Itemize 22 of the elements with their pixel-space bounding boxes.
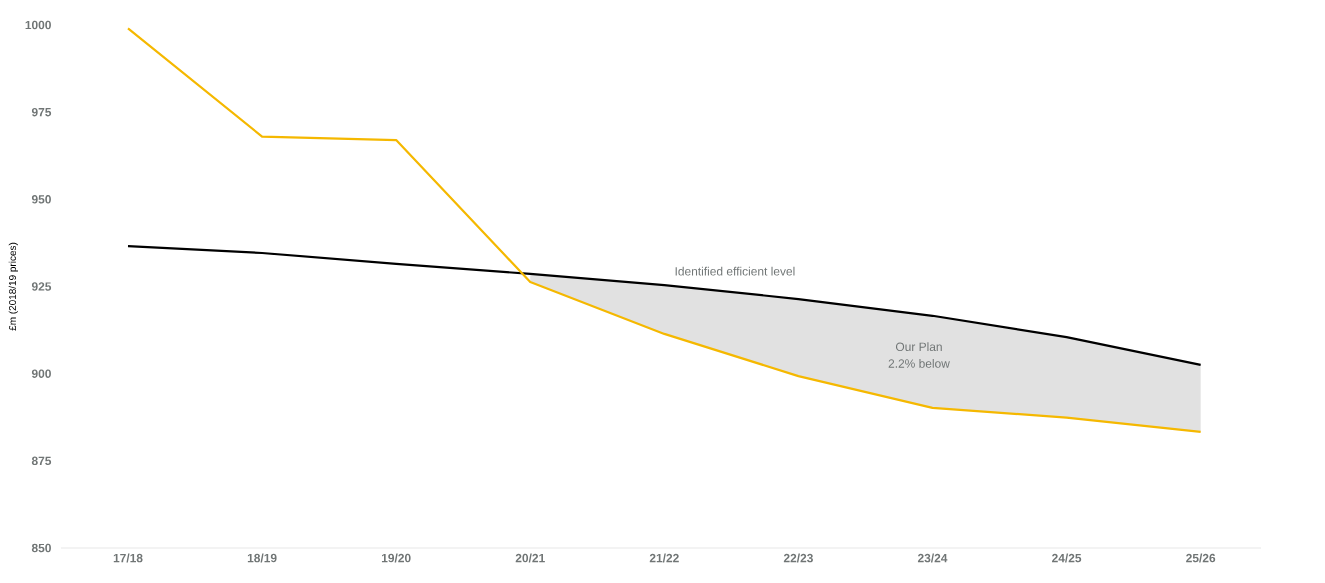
y-tick-label: 900 [31, 369, 51, 378]
annotation: Our Plan [895, 342, 942, 352]
series-label: Identified efficient level [675, 266, 795, 276]
x-tick-label: 22/23 [783, 553, 813, 563]
y-axis-title: £m (2018/19 prices) [8, 242, 18, 331]
line-series [126, 27, 1202, 433]
annotation: 2.2% below [888, 359, 950, 368]
x-tick-label: 18/19 [247, 553, 277, 563]
x-tick-label: 23/24 [917, 553, 948, 563]
y-tick-label: 875 [31, 456, 52, 466]
x-tick-label: 17/18 [113, 553, 143, 563]
y-tick-label: 950 [31, 195, 51, 204]
x-tick-label: 19/20 [381, 553, 411, 563]
y-tick-label: 975 [31, 107, 52, 117]
line-series [126, 244, 1202, 367]
y-tick-label: 1000 [25, 20, 51, 30]
x-tick-label: 24/25 [1052, 553, 1082, 563]
y-tick-label: 925 [31, 282, 52, 291]
y-tick-label: 850 [31, 543, 51, 553]
x-tick-label: 25/26 [1186, 553, 1216, 563]
x-tick-label: 21/22 [649, 553, 679, 563]
x-tick-label: 20/21 [515, 553, 545, 563]
